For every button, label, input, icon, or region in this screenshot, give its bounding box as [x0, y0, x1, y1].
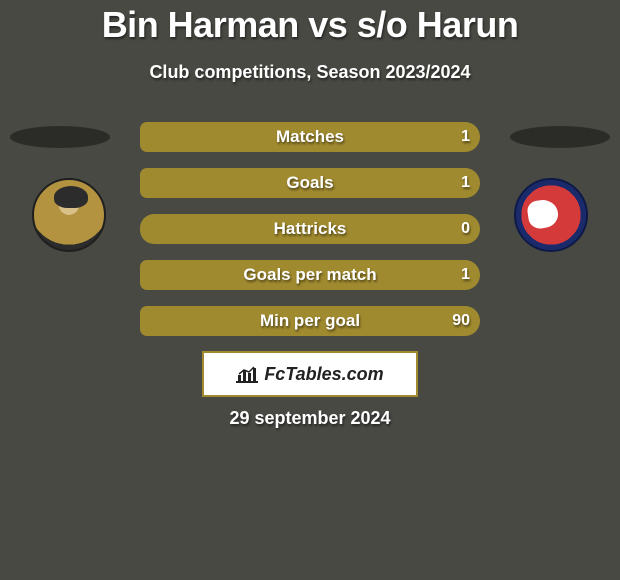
stat-label: Matches: [140, 122, 480, 152]
comparison-bars: Matches 1 Goals 1 Hattricks 0 Goals per …: [140, 122, 480, 352]
stat-row: Matches 1: [140, 122, 480, 152]
subtitle: Club competitions, Season 2023/2024: [0, 62, 620, 83]
stat-row: Min per goal 90: [140, 306, 480, 336]
stat-label: Goals: [140, 168, 480, 198]
player-shadow-left: [10, 126, 110, 148]
stat-value-right: 1: [461, 122, 470, 152]
stat-label: Goals per match: [140, 260, 480, 290]
brand-box[interactable]: FcTables.com: [202, 351, 418, 397]
stat-row: Hattricks 0: [140, 214, 480, 244]
stat-label: Min per goal: [140, 306, 480, 336]
stat-row: Goals 1: [140, 168, 480, 198]
stat-value-right: 0: [461, 214, 470, 244]
brand-text: FcTables.com: [264, 364, 383, 385]
stat-value-right: 1: [461, 260, 470, 290]
stat-value-right: 1: [461, 168, 470, 198]
stat-label: Hattricks: [140, 214, 480, 244]
club-crest-left: [32, 178, 106, 252]
player-shadow-right: [510, 126, 610, 148]
chart-icon: [236, 365, 258, 383]
page-title: Bin Harman vs s/o Harun: [0, 0, 620, 46]
date-label: 29 september 2024: [0, 408, 620, 429]
club-crest-right: [514, 178, 588, 252]
stat-value-right: 90: [452, 306, 470, 336]
stat-row: Goals per match 1: [140, 260, 480, 290]
